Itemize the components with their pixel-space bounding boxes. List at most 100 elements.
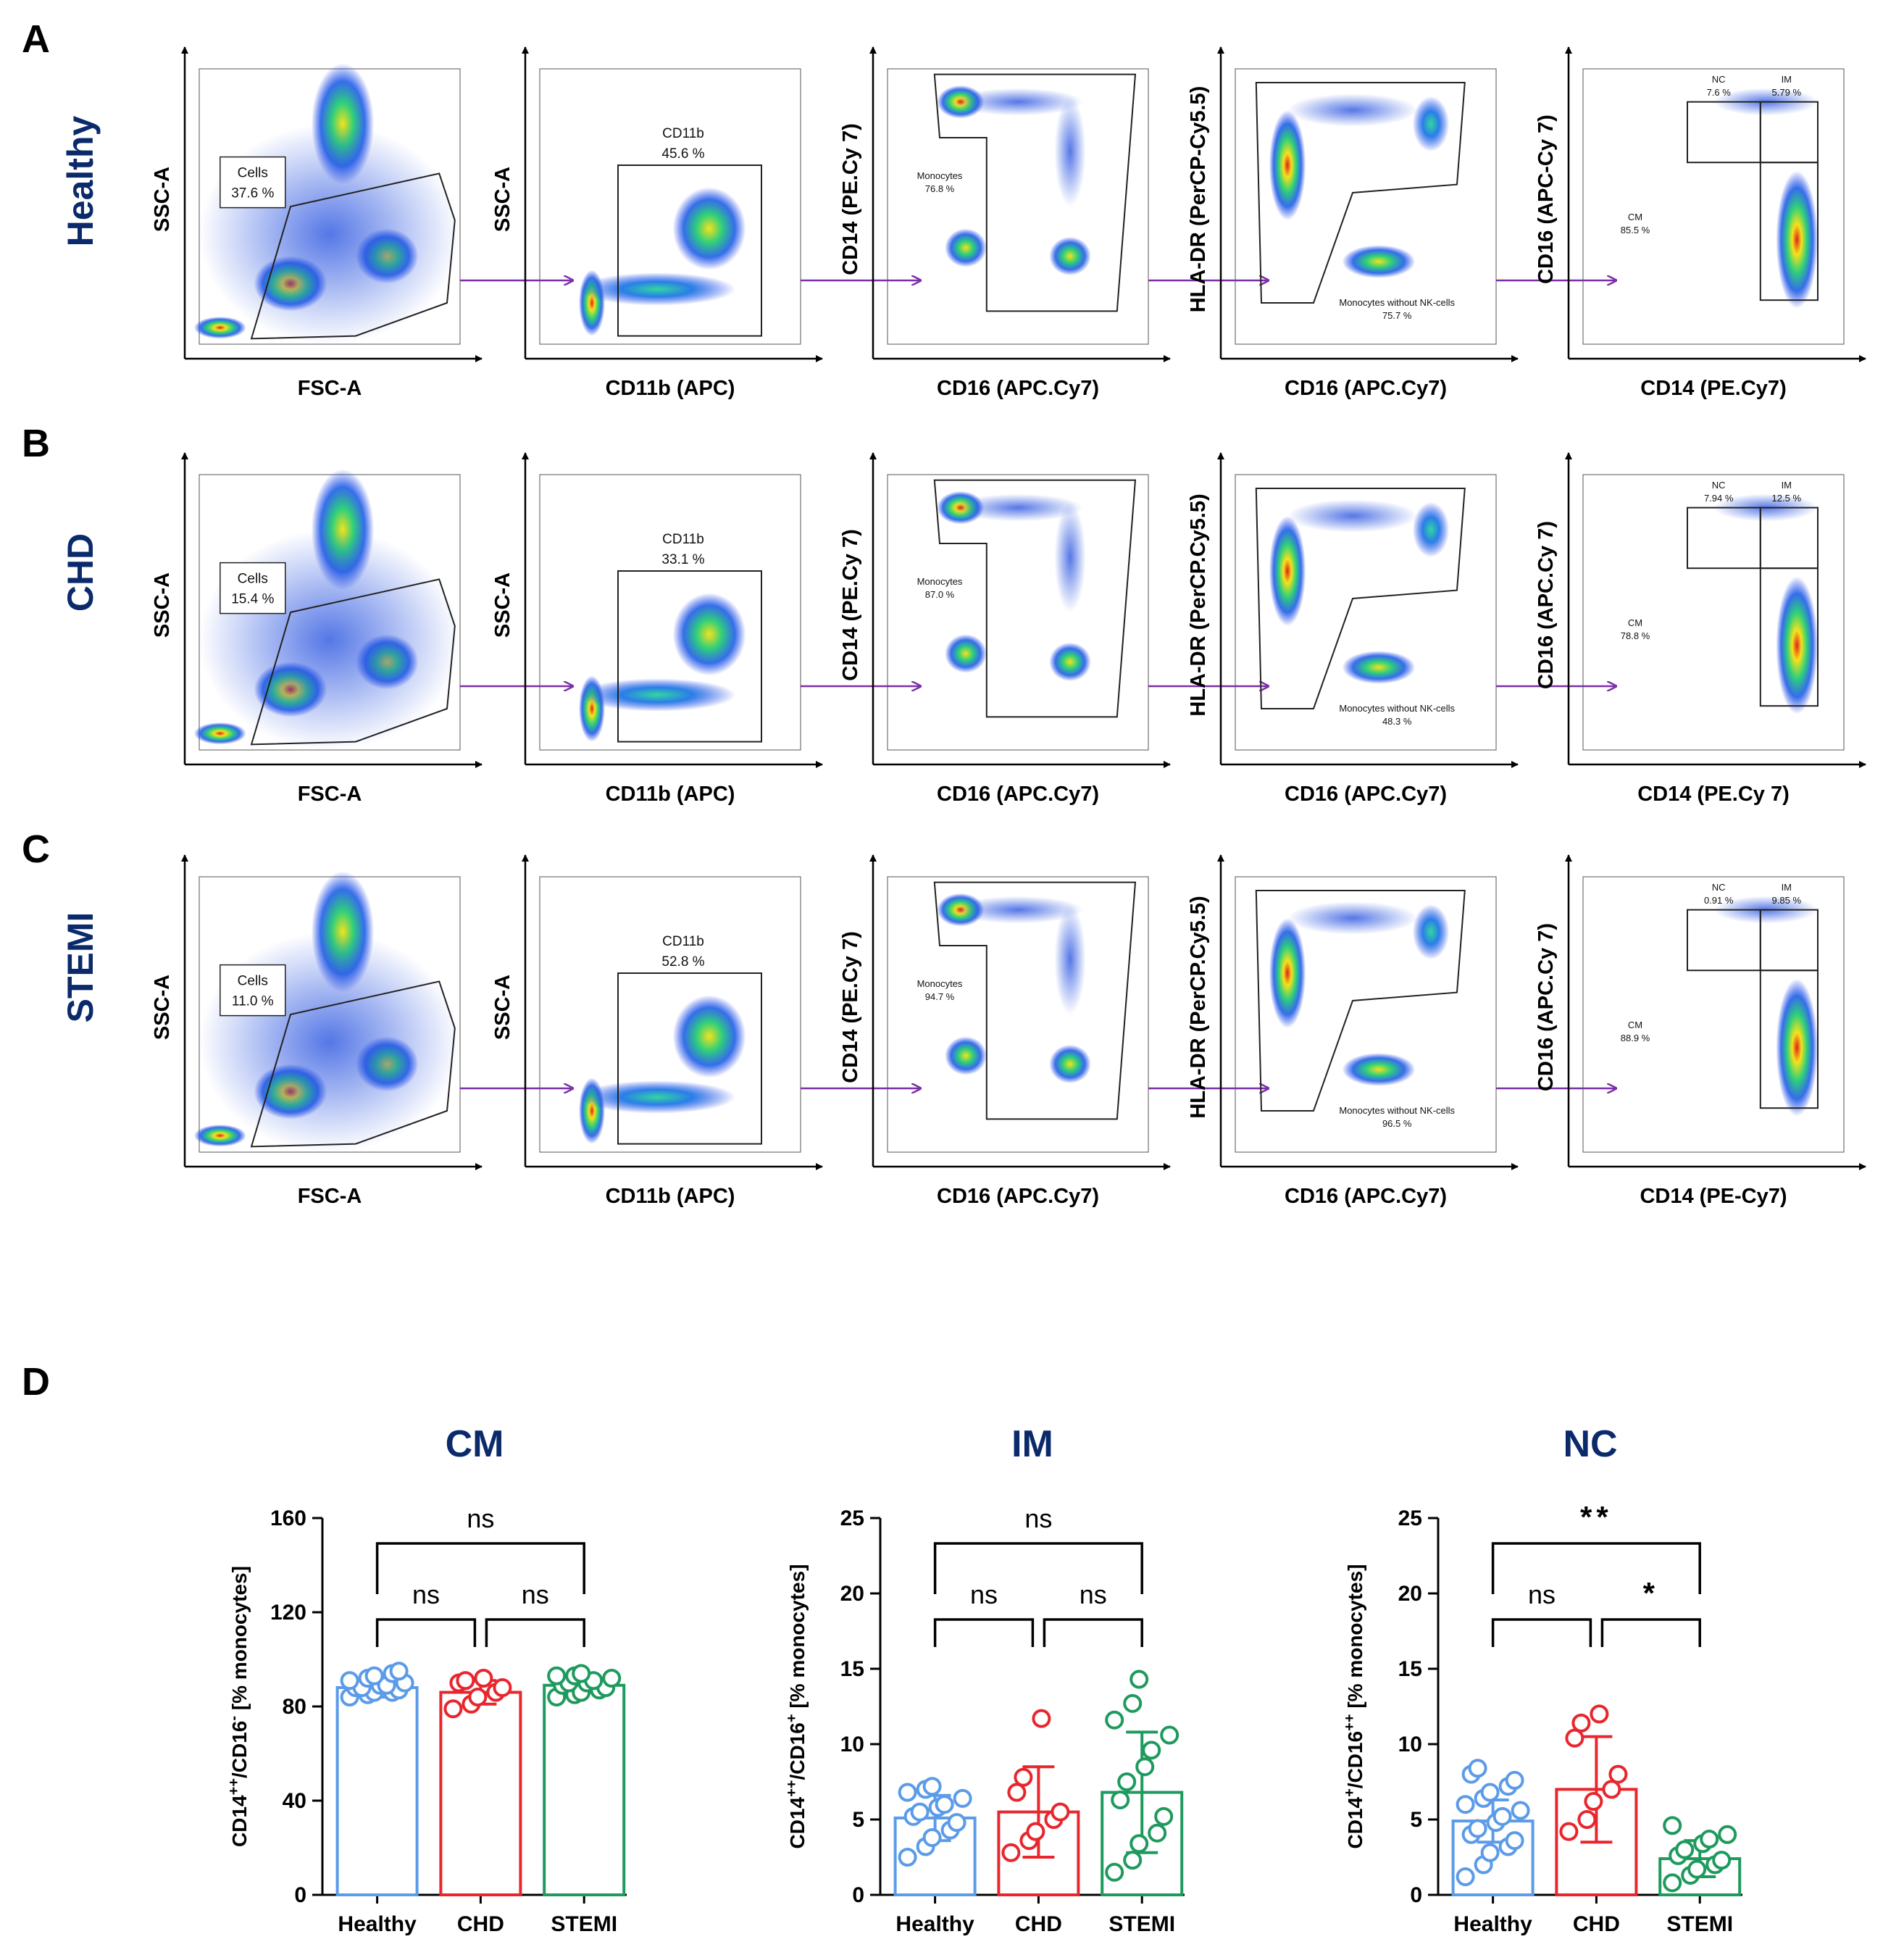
significance-label: ns <box>522 1580 549 1609</box>
y-axis-label: SSC-A <box>151 167 174 232</box>
y-axis-label: HLA-DR (PerCP.Cy5.5) <box>1187 896 1210 1118</box>
y-axis-label: SSC-A <box>491 572 514 638</box>
gate-monocytes-without-nk <box>1255 890 1466 1112</box>
significance-label: ** <box>1580 1500 1613 1534</box>
y-tick-label: 80 <box>283 1695 306 1719</box>
density-cluster <box>945 228 987 267</box>
density-cluster <box>579 272 735 306</box>
gate-value: 96.5 % <box>1382 1118 1412 1129</box>
gate-value-cm: 78.8 % <box>1621 630 1650 641</box>
y-tick-label: 160 <box>270 1506 306 1530</box>
y-tick-label: 10 <box>840 1733 864 1756</box>
gate-value: 45.6 % <box>661 146 704 162</box>
data-point-stemi <box>602 1669 622 1688</box>
data-point-stemi <box>1160 1725 1179 1745</box>
gate-name-cm: CM <box>1628 617 1642 628</box>
chart-im: IM 0 5 10 15 20 25 CD14++/CD16+ [% monocytes] He… <box>784 1423 1185 1936</box>
gate-name: Monocytes <box>917 978 963 989</box>
flow-plot-stemi-5: CD14 (PE-Cy7) CD16 (APC.Cy 7) NC 0.91 % IM 9.… <box>1535 854 1866 1208</box>
y-tick-label: 25 <box>840 1506 864 1530</box>
significance-label: ns <box>467 1504 494 1533</box>
y-tick-label: 0 <box>852 1883 864 1907</box>
data-point-chd <box>456 1671 475 1691</box>
category-label: STEMI <box>551 1912 617 1936</box>
gate-label-box <box>220 156 286 209</box>
y-axis-label: CD14 (PE.Cy 7) <box>839 123 862 275</box>
data-point-stemi <box>1105 1710 1124 1730</box>
gate-name-cm: CM <box>1628 212 1642 222</box>
flow-plot-healthy-4: CD16 (APC.Cy7) HLA-DR (PerCP-Cy5.5) Monocy… <box>1187 46 1616 400</box>
density-cluster <box>1412 904 1450 959</box>
category-label: CHD <box>1573 1912 1620 1936</box>
flow-plot-chd-2: CD11b (APC) SSC-A CD11b 33.1 % <box>491 452 920 806</box>
density-cluster <box>1054 904 1086 1014</box>
chart-title: IM <box>1011 1423 1053 1465</box>
significance-label: * <box>1643 1576 1659 1610</box>
y-axis-label: CD16 (APC.Cy 7) <box>1535 923 1558 1091</box>
significance-bracket <box>485 1618 585 1647</box>
density-cluster <box>1342 245 1416 278</box>
x-axis-label: CD14 (PE.Cy 7) <box>1637 783 1790 806</box>
chart-cm: CM 0 40 80 120 160 CD14++/CD16- [% monocytes] H… <box>226 1423 627 1936</box>
gate-value-nc: 7.6 % <box>1707 87 1732 98</box>
gate-name: Monocytes without NK-cells <box>1339 1105 1455 1116</box>
data-point-chd <box>1608 1764 1628 1784</box>
gate-value: 11.0 % <box>232 994 274 1009</box>
density-cluster <box>1269 110 1306 220</box>
density-cluster <box>1287 901 1418 935</box>
density-cluster <box>1342 651 1416 684</box>
density-cluster <box>1054 502 1086 612</box>
density-cluster <box>1412 96 1450 151</box>
density-cluster <box>1287 93 1418 127</box>
density-cluster <box>672 995 746 1078</box>
data-point-chd <box>1577 1810 1597 1829</box>
data-point-stemi <box>1111 1790 1130 1809</box>
data-point-healthy <box>1480 1783 1500 1802</box>
significance-bracket <box>1491 1618 1592 1647</box>
panel-letter-c: C <box>22 828 50 871</box>
gate-value: 52.8 % <box>661 954 704 970</box>
gate-name: Monocytes <box>917 170 963 181</box>
data-point-healthy <box>1480 1843 1500 1862</box>
bar-stemi <box>543 1683 626 1896</box>
gate-value: 76.8 % <box>925 183 955 194</box>
data-point-chd <box>1602 1780 1621 1799</box>
gate-name: CD11b <box>662 532 704 547</box>
significance-label: ns <box>412 1580 440 1609</box>
y-axis-label: CD14 (PE.Cy 7) <box>839 529 862 681</box>
significance-label: ns <box>970 1580 998 1609</box>
density-cluster <box>1287 499 1418 533</box>
density-cluster <box>1049 1044 1091 1083</box>
density-cluster <box>953 896 1083 924</box>
category-label: Healthy <box>1453 1912 1532 1936</box>
data-point-stemi <box>1700 1830 1719 1849</box>
y-axis-label: CD16 (APC-Cy 7) <box>1535 114 1558 284</box>
y-tick-label: 25 <box>1398 1506 1422 1530</box>
density-cluster <box>579 678 735 712</box>
data-point-healthy <box>1492 1806 1512 1826</box>
data-point-chd <box>1051 1802 1070 1822</box>
significance-bracket <box>1043 1618 1143 1647</box>
x-axis-label: CD11b (APC) <box>606 783 735 806</box>
category-label: Healthy <box>338 1912 417 1936</box>
data-point-healthy <box>340 1671 359 1691</box>
data-point-healthy <box>1511 1801 1530 1820</box>
y-axis-label: SSC-A <box>151 975 174 1040</box>
y-tick-label: 20 <box>840 1582 864 1606</box>
gate-name: Monocytes without NK-cells <box>1339 703 1455 714</box>
y-axis-label: CD14+/CD16++ [% monocytes] <box>1342 1564 1366 1849</box>
plot-frame <box>539 68 801 345</box>
x-axis-label: CD16 (APC.Cy7) <box>1285 377 1447 400</box>
gate-value-cm: 88.9 % <box>1621 1033 1650 1043</box>
data-point-healthy <box>910 1802 930 1822</box>
data-point-stemi <box>1154 1806 1174 1826</box>
data-point-chd <box>468 1688 488 1706</box>
y-axis-label-superscript: ++ <box>784 1780 800 1797</box>
x-axis-label: FSC-A <box>298 783 362 806</box>
y-axis-label-part: /CD16 <box>786 1722 809 1780</box>
data-point-stemi <box>1130 1834 1149 1854</box>
significance-bracket <box>1491 1542 1701 1594</box>
y-axis-label: SSC-A <box>491 167 514 232</box>
